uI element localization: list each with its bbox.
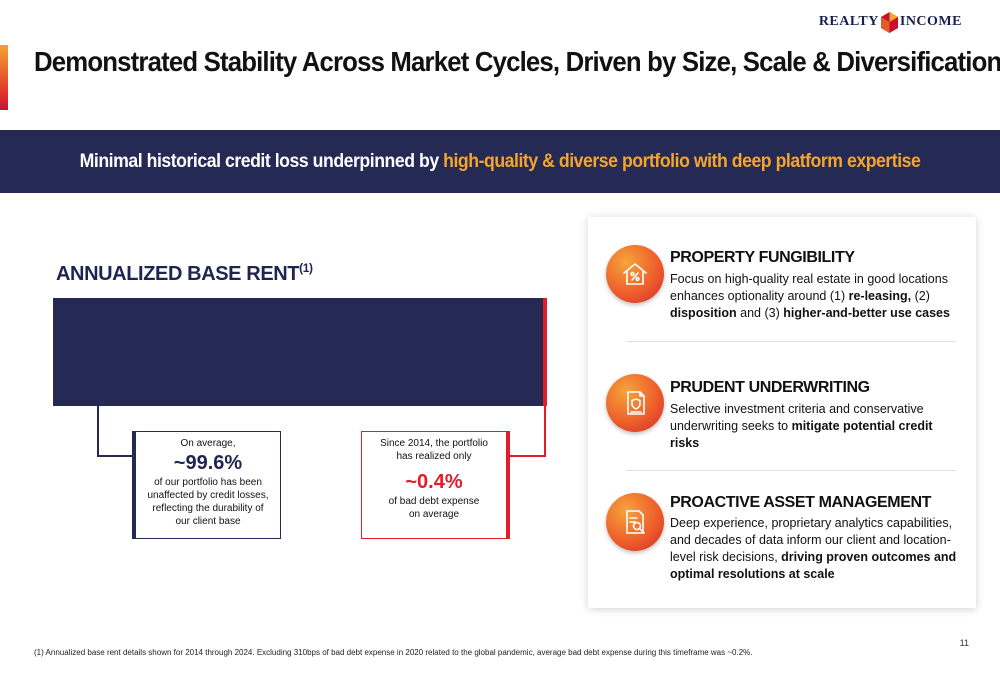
logo-text-right: INCOME xyxy=(899,14,962,29)
accent-bar xyxy=(0,45,8,110)
feature-bold-text: re-leasing, xyxy=(848,289,912,303)
footnote: (1) Annualized base rent details shown f… xyxy=(34,648,753,657)
feature-text: and (3) xyxy=(736,306,784,320)
feature-bold-text: higher-and-better use cases xyxy=(783,306,950,320)
banner-text: Minimal historical credit loss underpinn… xyxy=(80,151,921,173)
document-shield-icon xyxy=(606,374,664,432)
feature-title: PROPERTY FUNGIBILITY xyxy=(670,249,855,266)
callout-bad-debt: Since 2014, the portfolio has realized o… xyxy=(361,431,510,539)
callout-right-line2: of bad debt expense on average xyxy=(388,496,480,520)
banner-lead: Minimal historical credit loss underpinn… xyxy=(79,150,444,172)
analytics-document-icon xyxy=(606,493,664,551)
rent-bar-unaffected xyxy=(53,298,543,406)
divider xyxy=(626,470,956,471)
abr-title-footnote-ref: (1) xyxy=(299,261,313,275)
feature-body: Focus on high-quality real estate in goo… xyxy=(670,271,960,322)
callout-right-percent: ~0.4% xyxy=(405,471,463,493)
feature-text: Deep experience, proprietary analytics c… xyxy=(670,516,953,564)
callout-left-percent: ~99.6% xyxy=(173,452,243,474)
logo-text-left: REALTY xyxy=(818,14,879,29)
callout-right-line1: Since 2014, the portfolio has realized o… xyxy=(380,438,488,462)
rent-bar-credit-loss xyxy=(543,298,547,406)
annualized-base-rent-title: ANNUALIZED BASE RENT(1) xyxy=(56,261,313,286)
feature-body: Selective investment criteria and conser… xyxy=(670,401,960,452)
features-card: PROPERTY FUNGIBILITY Focus on high-quali… xyxy=(588,217,976,608)
callout-left-line1: On average, xyxy=(180,438,236,449)
banner: Minimal historical credit loss underpinn… xyxy=(0,130,1000,193)
page-title: Demonstrated Stability Across Market Cyc… xyxy=(34,46,1000,77)
feature-bold-text: mitigate potential credit risks xyxy=(670,419,933,450)
feature-title: PRUDENT UNDERWRITING xyxy=(670,379,870,396)
abr-title-text: ANNUALIZED BASE RENT xyxy=(56,263,300,285)
page-number: 11 xyxy=(959,638,969,648)
feature-text: Focus on high-quality real estate in goo… xyxy=(670,272,948,303)
feature-text: Selective investment criteria and conser… xyxy=(670,402,924,433)
feature-bold-text: disposition xyxy=(670,306,737,320)
callout-unaffected: On average, ~99.6% of our portfolio has … xyxy=(132,431,281,539)
feature-text: (2) xyxy=(911,289,930,303)
feature-bold-text: driving proven outcomes and optimal reso… xyxy=(670,550,957,581)
realty-income-logo: REALTY INCOME xyxy=(819,10,962,34)
divider xyxy=(626,341,956,342)
logo-mark-icon xyxy=(880,11,898,33)
banner-highlight: high-quality & diverse portfolio with de… xyxy=(443,150,921,172)
callout-left-line2: of our portfolio has been unaffected by … xyxy=(147,477,269,527)
house-percent-icon xyxy=(606,245,664,303)
feature-title: PROACTIVE ASSET MANAGEMENT xyxy=(670,494,932,511)
feature-body: Deep experience, proprietary analytics c… xyxy=(670,515,960,583)
